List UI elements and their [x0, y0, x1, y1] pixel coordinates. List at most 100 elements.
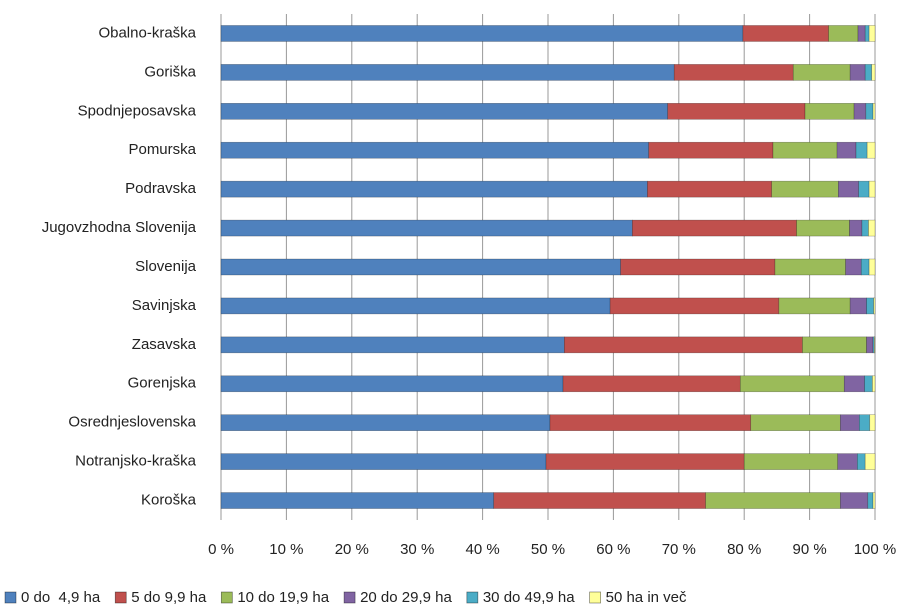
x-tick-label: 50 % — [531, 541, 565, 558]
y-tick-label: Gorenjska — [128, 375, 197, 392]
bar-segment — [857, 25, 866, 42]
bar-segment — [620, 258, 776, 276]
bar-segment — [774, 258, 846, 276]
bar-segment — [840, 414, 860, 431]
y-tick-label: Pomurska — [128, 141, 196, 158]
bar-segment — [772, 141, 838, 159]
bar-segment — [828, 25, 859, 42]
y-tick-label: Obalno-kraška — [98, 24, 196, 41]
bar-segment — [545, 453, 745, 470]
bar-segment — [871, 64, 876, 81]
bar-segment — [837, 453, 858, 470]
bar-segment — [849, 64, 866, 81]
bar-segment — [673, 64, 794, 81]
bar-segment — [868, 180, 876, 198]
bar-segment — [873, 297, 876, 315]
bar-segment — [859, 414, 871, 431]
bar-segment — [705, 492, 841, 509]
x-tick-label: 0 % — [208, 541, 234, 558]
legend-label: 30 do 49,9 ha — [483, 589, 575, 606]
y-tick-label: Spodnjeposavska — [78, 102, 197, 119]
legend-swatch — [220, 591, 233, 604]
bar-segment — [750, 414, 841, 431]
bar-segment — [864, 25, 870, 42]
x-tick-label: 40 % — [465, 541, 499, 558]
bar-segment — [220, 336, 565, 354]
bar-segment — [493, 492, 706, 509]
bar-segment — [739, 375, 845, 393]
bar-segment — [220, 258, 621, 276]
bar-segment — [867, 492, 874, 509]
bar-segment — [836, 141, 857, 159]
y-tick-label: Osrednjeslovenska — [68, 414, 196, 431]
x-tick-label: 60 % — [596, 541, 630, 558]
bar-segment — [866, 141, 876, 159]
bar-segment — [864, 64, 873, 81]
bar-segment — [220, 180, 648, 198]
bar-segment — [843, 375, 865, 393]
bar-segment — [667, 103, 806, 120]
y-tick-label: Zasavska — [132, 336, 197, 353]
bar-segment — [845, 258, 862, 276]
bar-segment — [872, 103, 876, 120]
bar-segment — [220, 453, 547, 470]
x-tick-label: 70 % — [662, 541, 696, 558]
legend-label: 10 do 19,9 ha — [237, 589, 329, 606]
bar-segment — [804, 103, 855, 120]
y-tick-label: Slovenija — [135, 258, 197, 275]
bar-segment — [220, 414, 551, 431]
legend-label: 20 do 29,9 ha — [360, 589, 452, 606]
bar-segment — [868, 25, 876, 42]
x-tick-label: 10 % — [269, 541, 303, 558]
bar-segment — [648, 141, 774, 159]
bar-segment — [220, 375, 564, 393]
bar-segment — [564, 336, 803, 354]
y-tick-label: Notranjsko-kraška — [75, 453, 197, 470]
y-tick-label: Goriška — [144, 63, 196, 80]
bar-segment — [792, 64, 851, 81]
bar-segment — [220, 492, 495, 509]
bar-segment — [853, 103, 867, 120]
y-tick-label: Jugovzhodna Slovenija — [42, 219, 197, 236]
bar-segment — [855, 141, 868, 159]
legend-label: 5 do 9,9 ha — [131, 589, 207, 606]
bar-segment — [778, 297, 851, 315]
legend-swatch — [4, 591, 17, 604]
x-tick-label: 80 % — [727, 541, 761, 558]
x-tick-label: 20 % — [335, 541, 369, 558]
x-tick-label: 100 % — [854, 541, 897, 558]
bar-segment — [872, 375, 876, 393]
x-tick-label: 90 % — [792, 541, 826, 558]
bar-segment — [858, 180, 870, 198]
legend-swatch — [466, 591, 479, 604]
bar-segment — [857, 453, 866, 470]
bar-segment — [849, 297, 867, 315]
bar-segment — [840, 492, 869, 509]
y-tick-label: Savinjska — [132, 297, 197, 314]
bar-segment — [220, 103, 668, 120]
bar-segment — [869, 414, 876, 431]
legend-swatch — [343, 591, 356, 604]
bar-segment — [861, 219, 869, 237]
bar-segment — [220, 141, 650, 159]
bar-segment — [796, 219, 850, 237]
bar-segment — [864, 453, 876, 470]
bar-segment — [849, 219, 863, 237]
bar-segment — [868, 219, 876, 237]
bar-segment — [771, 180, 839, 198]
bar-segment — [609, 297, 780, 315]
bar-segment — [860, 258, 870, 276]
legend-label: 50 ha in več — [606, 589, 687, 606]
bar-segment — [220, 219, 633, 237]
legend-swatch — [589, 591, 601, 604]
bar-segment — [838, 180, 859, 198]
x-tick-label: 30 % — [400, 541, 434, 558]
bar-segment — [632, 219, 797, 237]
bar-segment — [866, 336, 874, 354]
bar-segment — [865, 103, 874, 120]
bar-segment — [742, 25, 829, 42]
bar-segment — [549, 414, 752, 431]
bar-segment — [872, 492, 876, 509]
y-tick-label: Podravska — [125, 180, 197, 197]
